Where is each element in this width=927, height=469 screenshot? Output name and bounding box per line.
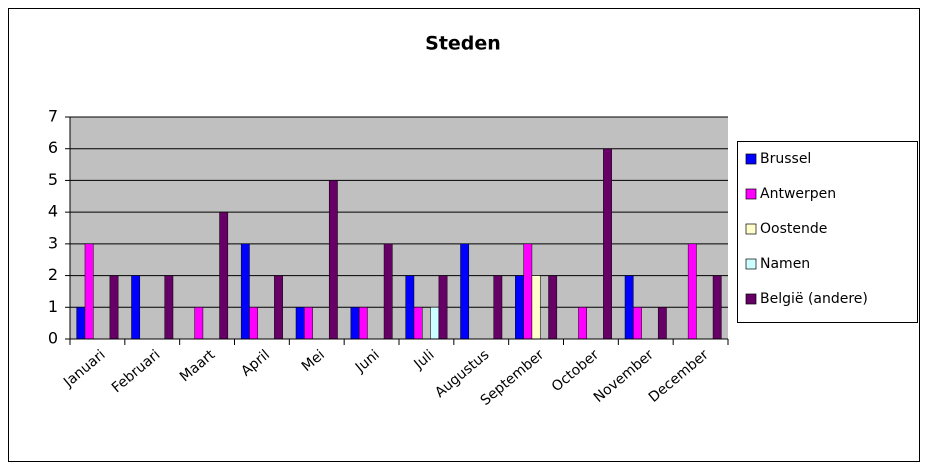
bar [131, 275, 141, 340]
bar [383, 243, 393, 340]
bar [304, 307, 313, 340]
bar [194, 307, 204, 340]
bar [328, 180, 338, 340]
bar [578, 307, 588, 340]
bar [624, 275, 634, 340]
y-tick-label: 1 [48, 297, 58, 316]
legend-box [737, 141, 918, 323]
bar [460, 243, 470, 340]
bar [657, 307, 667, 340]
y-tick-label: 2 [48, 265, 58, 284]
chart-title: Steden [425, 33, 501, 55]
legend-label: Oostende [760, 221, 827, 237]
bar [84, 243, 94, 340]
y-tick-label: 3 [48, 233, 58, 252]
bar [633, 307, 642, 340]
legend-label: Antwerpen [760, 186, 836, 202]
legend-label: België (andere) [760, 291, 868, 307]
legend-swatch [745, 223, 757, 235]
bar [548, 275, 558, 340]
y-tick-label: 7 [48, 107, 58, 126]
bar [712, 275, 722, 340]
bar [687, 243, 697, 340]
bar [358, 307, 368, 340]
y-tick-label: 5 [48, 170, 58, 189]
bar [603, 148, 612, 340]
bar [350, 307, 360, 340]
bar [240, 243, 250, 340]
legend-label: Namen [760, 256, 810, 272]
bar [493, 275, 503, 340]
bar [531, 275, 541, 340]
bar [109, 275, 119, 340]
bar [523, 243, 533, 340]
legend-swatch [745, 293, 757, 305]
bar [430, 307, 440, 340]
bar [274, 275, 283, 340]
legend-swatch [745, 153, 757, 165]
legend-swatch [745, 188, 757, 200]
bar [405, 275, 415, 340]
bar [164, 275, 174, 340]
y-tick-label: 6 [48, 138, 58, 157]
y-tick-label: 0 [48, 329, 58, 348]
bar [295, 307, 305, 340]
bar [249, 307, 259, 340]
legend-swatch [745, 258, 757, 270]
y-tick-label: 4 [48, 202, 58, 221]
bar [413, 307, 423, 340]
bar [438, 275, 448, 340]
bar [219, 211, 229, 340]
bar [76, 307, 86, 340]
legend-label: Brussel [760, 151, 811, 167]
bar [515, 275, 524, 340]
plot-area [70, 117, 728, 339]
